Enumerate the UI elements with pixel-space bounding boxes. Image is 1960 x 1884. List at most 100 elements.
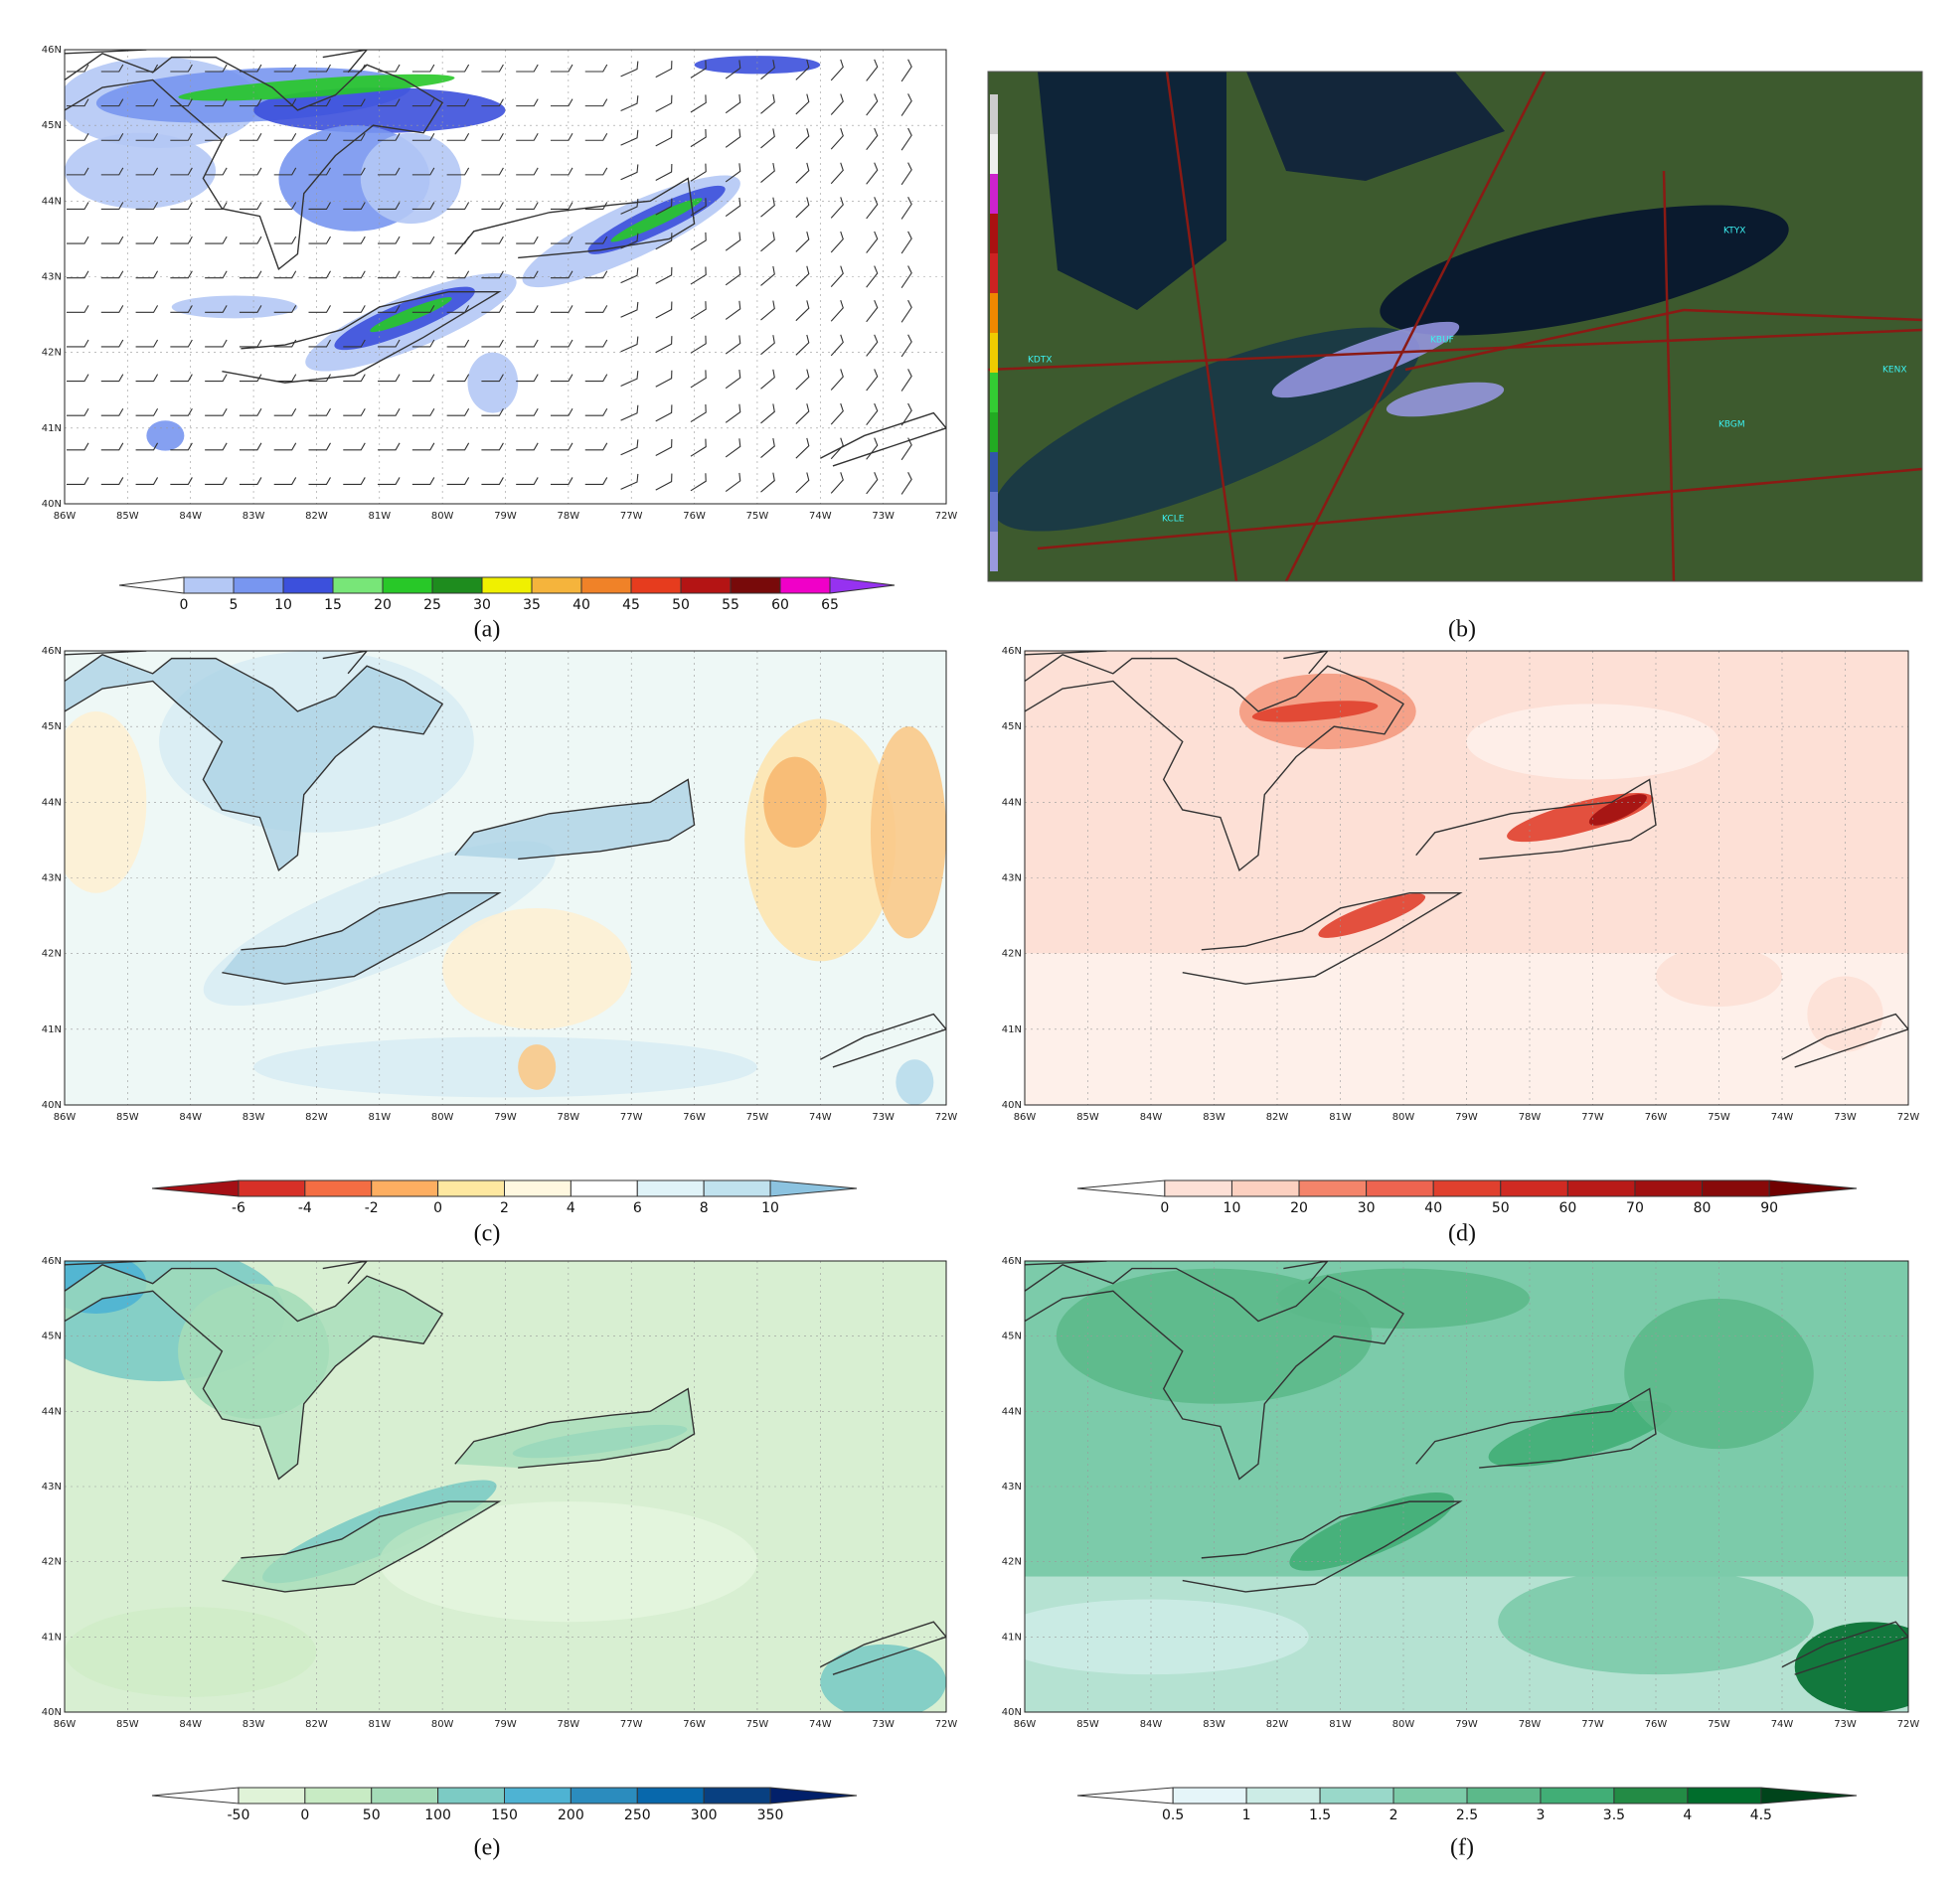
lat-label: 46N xyxy=(1002,646,1022,657)
coastline xyxy=(322,50,369,74)
wind-barb xyxy=(411,339,435,348)
lon-label: 73W xyxy=(1834,1719,1857,1730)
wind-barb xyxy=(378,442,401,451)
wind-barb xyxy=(690,232,707,250)
field-area xyxy=(1318,893,1426,938)
wind-barb xyxy=(690,370,707,389)
wind-barb xyxy=(170,98,193,107)
coastline xyxy=(1025,1261,1107,1266)
coastline xyxy=(1415,1387,1657,1469)
wind-barb xyxy=(411,202,435,211)
wind-barb xyxy=(481,98,504,107)
colorbar-swatch xyxy=(1432,1179,1502,1197)
wind-barb xyxy=(170,407,193,416)
lat-label: 41N xyxy=(1002,1632,1022,1643)
wind-barb xyxy=(830,197,844,219)
wind-barb xyxy=(516,305,539,313)
colorbar-label: 2.5 xyxy=(1456,1807,1478,1823)
wind-barb xyxy=(795,403,810,424)
wind-barb xyxy=(343,339,366,348)
colorbar-swatch xyxy=(371,1179,439,1197)
wind-barb xyxy=(866,231,879,253)
colorbar-swatch xyxy=(304,1179,373,1197)
map-frame xyxy=(987,71,1923,582)
colorbar-label: 30 xyxy=(1358,1200,1376,1216)
colorbar-swatch xyxy=(1566,1179,1636,1197)
lat-label: 40N xyxy=(42,1707,62,1718)
wind-barb xyxy=(343,270,366,279)
lake-fill xyxy=(65,654,443,870)
lon-label: 85W xyxy=(1076,1112,1099,1123)
lat-label: 45N xyxy=(42,721,62,732)
wind-barb xyxy=(273,236,297,244)
lon-label: 81W xyxy=(368,1112,391,1123)
coastline xyxy=(1182,892,1463,985)
wind-barb xyxy=(239,477,262,486)
wind-barb xyxy=(446,64,470,73)
wind-barb xyxy=(446,132,470,141)
wind-barb xyxy=(584,167,608,176)
lon-label: 76W xyxy=(1645,1112,1668,1123)
wind-barb xyxy=(866,93,879,116)
wind-barb xyxy=(760,437,775,458)
wind-barb xyxy=(516,167,539,176)
station-label: KDTX xyxy=(1028,356,1053,366)
coastline xyxy=(1283,1261,1329,1285)
lat-label: 42N xyxy=(1002,1557,1022,1568)
colorbar-swatch xyxy=(570,1787,638,1805)
colorbar: 0 5 10 15 20 25 30 35 40 45 50 55 60 65 xyxy=(118,576,896,613)
lat-label: 45N xyxy=(42,120,62,131)
wind-barb xyxy=(273,64,297,73)
colorbar-end xyxy=(1760,1787,1858,1805)
wind-barb xyxy=(378,305,401,313)
radar-scale xyxy=(990,492,998,532)
colorbar-label: -6 xyxy=(232,1200,245,1216)
field-area xyxy=(370,297,452,333)
wind-barb xyxy=(550,202,573,211)
wind-barb xyxy=(550,305,573,313)
lon-label: 83W xyxy=(1203,1112,1225,1123)
lon-label: 81W xyxy=(368,511,391,522)
lon-label: 86W xyxy=(1014,1719,1037,1730)
wind-barb xyxy=(584,270,608,279)
wind-barb xyxy=(550,167,573,176)
wind-barb xyxy=(516,442,539,451)
wind-barb xyxy=(100,167,124,176)
wind-barb xyxy=(725,163,741,183)
wind-barb xyxy=(239,132,262,141)
wind-barb xyxy=(655,198,673,216)
colorbar-label: 2 xyxy=(500,1200,509,1216)
wind-barb xyxy=(795,93,810,115)
wind-barb xyxy=(170,477,193,486)
wind-barb xyxy=(170,374,193,383)
colorbar-label: 350 xyxy=(757,1807,784,1823)
wind-barb xyxy=(830,162,844,185)
wind-barb xyxy=(205,236,228,244)
wind-barb xyxy=(205,339,228,348)
wind-barb xyxy=(795,59,810,80)
lon-label: 76W xyxy=(683,1719,706,1730)
wind-barb xyxy=(378,477,401,486)
lat-label: 40N xyxy=(1002,1707,1022,1718)
panel-caption: (e) xyxy=(474,1835,501,1861)
wind-barb xyxy=(135,236,159,244)
lat-label: 44N xyxy=(42,196,62,207)
wind-barb xyxy=(760,232,775,252)
wind-barb xyxy=(411,132,435,141)
colorbar-label: 2 xyxy=(1389,1807,1398,1823)
wind-barb xyxy=(620,371,639,387)
wind-barb xyxy=(343,202,366,211)
colorbar-end xyxy=(1076,1787,1174,1805)
colorbar-label: 90 xyxy=(1760,1200,1778,1216)
wind-barb xyxy=(170,202,193,211)
wind-barb xyxy=(135,374,159,383)
wind-barb xyxy=(67,270,89,279)
wind-barb xyxy=(620,267,639,284)
radar-scale xyxy=(990,174,998,214)
colorbar-label: 6 xyxy=(633,1200,642,1216)
wind-barb xyxy=(725,472,741,492)
wind-barb xyxy=(411,442,435,451)
colorbar-label: 50 xyxy=(363,1807,381,1823)
field-area xyxy=(65,132,217,209)
wind-barb xyxy=(308,202,331,211)
